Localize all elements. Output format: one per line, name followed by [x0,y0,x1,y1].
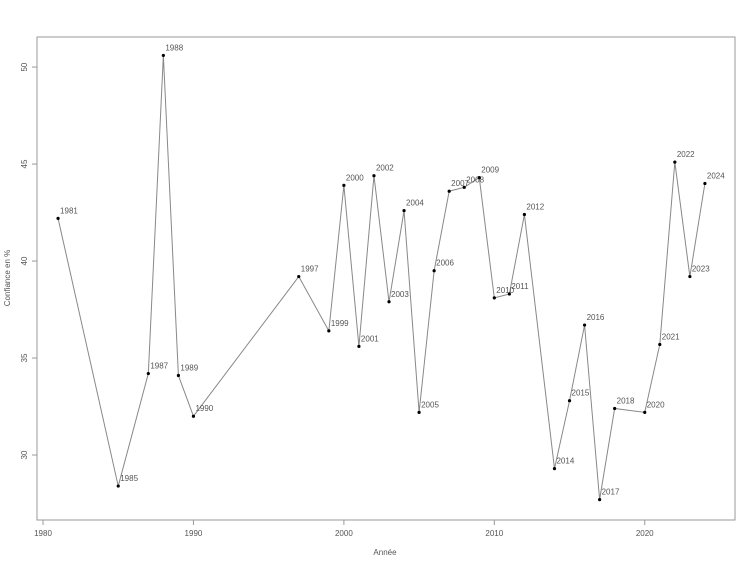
point-label: 2004 [406,199,424,208]
y-tick-label: 30 [20,450,29,459]
point [552,466,557,471]
point [582,323,587,327]
point-label: 2009 [481,166,499,175]
point-label: 2003 [391,290,409,299]
point [613,406,617,411]
point [703,181,707,186]
point [447,189,451,193]
point-label: 2015 [572,389,590,398]
plot-frame [36,36,736,521]
point-label: 2001 [361,334,379,343]
point-label: 2002 [376,164,394,173]
y-tick-label: 35 [20,353,29,362]
point [477,176,481,180]
point [462,185,466,189]
point [643,410,647,414]
point-label: 2017 [602,488,620,497]
point-label: 1987 [150,362,168,371]
point [357,344,361,348]
point-label: 1989 [180,363,198,372]
point [146,371,150,376]
point [658,342,662,347]
point [176,373,181,378]
point-label: 2014 [556,457,574,466]
point-label: 2010 [496,286,514,295]
point-label: 1990 [195,404,213,413]
series-line [57,55,706,500]
y-tick-label: 40 [20,256,29,265]
point-label: 2016 [587,313,605,322]
point [56,216,60,220]
point [507,292,511,296]
y-tick-label: 45 [20,159,29,168]
point [116,484,120,488]
point-label: 1999 [331,319,349,328]
point [402,209,406,213]
point-label: 1981 [60,206,78,215]
x-tick-label: 1990 [185,529,203,538]
point [297,274,301,279]
point-label: 1997 [301,265,319,274]
point [432,269,436,273]
point-label: 2021 [662,332,680,341]
y-axis-label: Confiance en % [3,250,12,306]
point-label: 1988 [165,43,183,52]
point-label: 2000 [346,173,364,182]
point-label: 2008 [466,175,484,184]
x-tick-label: 2000 [335,529,353,538]
point-label: 2007 [451,179,469,188]
point [327,329,331,333]
x-tick-label: 2020 [636,529,654,538]
x-axis-label: Année [373,548,397,557]
point [522,212,526,217]
point-label: 2022 [677,150,695,159]
point [191,414,196,418]
x-tick-label: 1980 [34,529,52,538]
point [688,274,692,279]
point-label: 2023 [692,265,710,274]
point-label: 2005 [421,400,439,409]
point-label: 1985 [120,474,138,483]
point [492,296,496,300]
point [372,174,376,178]
point-label: 2011 [511,282,529,291]
y-tick-label: 50 [20,62,29,71]
point [417,410,421,414]
point [161,53,165,58]
point [673,160,677,164]
point [567,399,572,403]
x-tick-label: 2010 [485,529,503,538]
point-label: 2012 [526,202,544,211]
point [387,300,391,304]
point [342,183,346,187]
point [598,498,602,502]
point-label: 2018 [617,396,635,405]
point-label: 2024 [707,171,725,180]
point-label: 2006 [436,259,454,268]
point-label: 2020 [647,400,665,409]
